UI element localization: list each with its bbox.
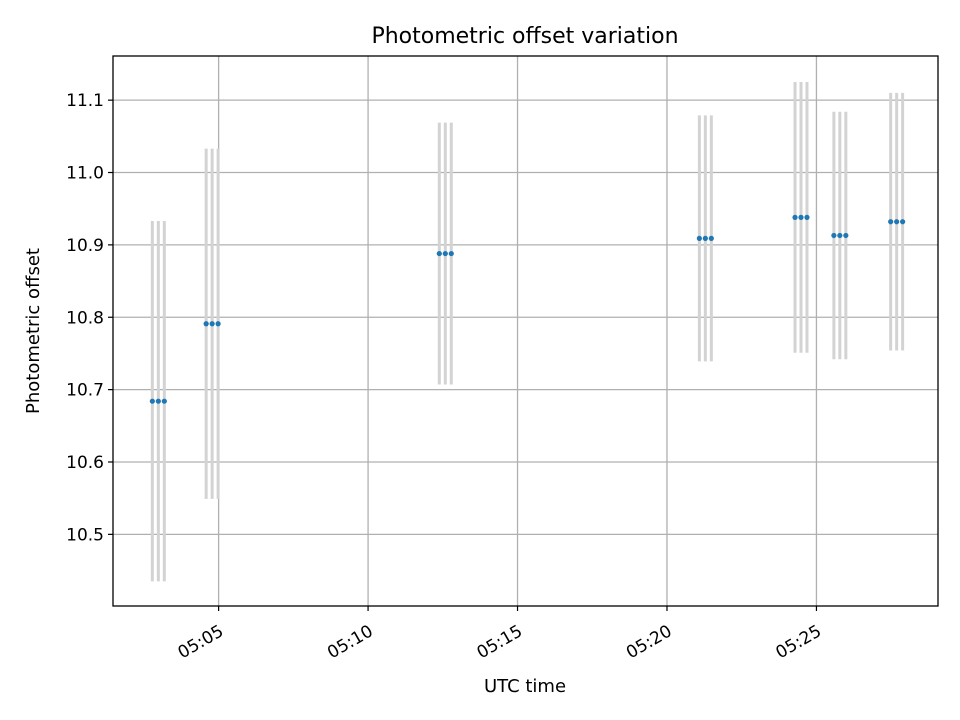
- y-axis-label: Photometric offset: [23, 248, 44, 414]
- y-tick-label: 11.1: [66, 91, 104, 111]
- data-point: [702, 235, 708, 241]
- y-tick-label: 10.5: [66, 525, 104, 545]
- y-tick-label: 10.8: [66, 308, 104, 328]
- data-point: [442, 250, 448, 257]
- data-point: [436, 250, 442, 257]
- y-tick-label: 11.0: [66, 164, 104, 184]
- data-point: [831, 232, 837, 239]
- chart-title: Photometric offset variation: [371, 24, 678, 49]
- data-point: [792, 214, 798, 220]
- plot-frame: [112, 55, 939, 607]
- data-point: [161, 398, 167, 404]
- data-point: [149, 398, 155, 404]
- data-point: [900, 219, 906, 225]
- data-point: [209, 321, 215, 327]
- y-tick-label: 10.6: [66, 453, 104, 473]
- data-point: [448, 250, 454, 257]
- data-point: [798, 214, 804, 220]
- data-point: [215, 321, 221, 327]
- data-point: [696, 235, 702, 241]
- data-point: [804, 214, 810, 220]
- data-point: [843, 232, 849, 239]
- x-axis-label: UTC time: [484, 676, 566, 697]
- data-point: [203, 321, 209, 327]
- data-point: [894, 219, 900, 225]
- data-point: [155, 398, 161, 404]
- y-tick-label: 10.9: [66, 236, 104, 256]
- y-tick-label: 10.7: [66, 381, 104, 401]
- data-point: [888, 219, 894, 225]
- data-point: [708, 235, 714, 241]
- data-point: [837, 232, 843, 239]
- point-layer: [149, 214, 906, 404]
